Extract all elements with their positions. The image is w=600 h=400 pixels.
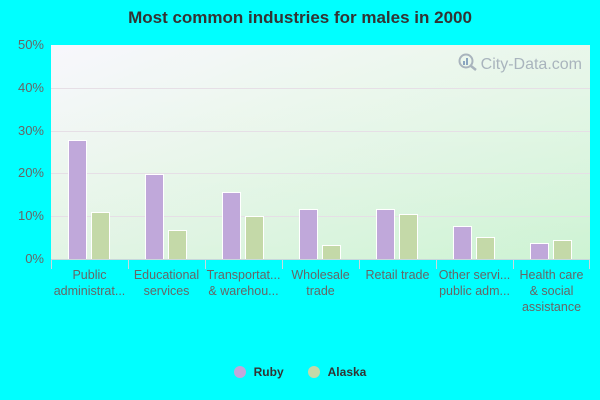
x-tick — [436, 259, 437, 269]
x-axis — [51, 259, 590, 260]
x-tick-label: Public administrat... — [51, 267, 128, 299]
x-tick-label: Wholesale trade — [282, 267, 359, 299]
legend-item-ruby[interactable]: Ruby — [233, 365, 284, 379]
bar-alaska[interactable] — [91, 211, 110, 259]
x-tick-label-line: Other servi... — [438, 268, 511, 282]
plot-background — [51, 45, 590, 259]
x-tick-label-line: administrat... — [53, 284, 126, 298]
y-tick-label: 20% — [17, 165, 44, 181]
legend-item-alaska[interactable]: Alaska — [307, 365, 367, 379]
y-tick-label: 40% — [17, 79, 44, 95]
bar-ruby[interactable] — [376, 208, 395, 259]
x-tick-label: Transportat... & warehou... — [205, 267, 282, 299]
y-tick-label: 30% — [17, 122, 44, 138]
x-tick — [359, 259, 360, 269]
x-tick-label-line: services — [143, 284, 190, 298]
legend-swatch-icon — [307, 366, 320, 378]
y-tick-label: 50% — [17, 37, 44, 52]
x-tick-label-line: & warehou... — [208, 284, 279, 298]
x-tick — [513, 259, 514, 269]
x-tick — [205, 259, 206, 269]
x-tick-label: Educational services — [128, 267, 205, 299]
watermark-text: City-Data.com — [480, 55, 582, 73]
legend-swatch-icon — [233, 366, 246, 378]
bar-alaska[interactable] — [553, 239, 572, 259]
x-tick — [589, 259, 590, 269]
x-tick-label-line: trade — [306, 284, 335, 298]
legend-label: Ruby — [253, 365, 284, 379]
x-tick-label: Other servi... public adm... — [436, 267, 513, 299]
y-tick-label: 0% — [25, 251, 44, 266]
x-tick-label-line: & social — [529, 284, 574, 298]
gridline — [51, 173, 590, 175]
plot-area: City-Data.com — [51, 45, 590, 259]
x-tick — [51, 259, 52, 269]
y-tick-label: 10% — [17, 208, 44, 224]
x-tick — [128, 259, 129, 269]
legend-label: Alaska — [327, 365, 367, 379]
x-tick-label-line: Educational — [133, 268, 200, 282]
bar-ruby[interactable] — [299, 208, 318, 259]
bar-ruby[interactable] — [453, 225, 472, 259]
x-tick-label-line: Public — [72, 268, 107, 282]
bar-ruby[interactable] — [222, 191, 241, 259]
chart-title: Most common industries for males in 2000 — [128, 8, 472, 27]
bar-ruby[interactable] — [530, 242, 549, 259]
bar-alaska[interactable] — [399, 213, 418, 259]
x-tick-label: Health care & social assistance — [513, 267, 590, 315]
x-tick-label-line: assistance — [521, 300, 582, 314]
bar-alaska[interactable] — [322, 244, 341, 259]
bar-alaska[interactable] — [476, 236, 495, 259]
gridline — [51, 216, 590, 218]
bar-alaska[interactable] — [168, 230, 187, 259]
bar-ruby[interactable] — [145, 174, 164, 259]
city-data-logo-icon — [458, 53, 478, 76]
x-tick-label-line: Health care — [519, 268, 584, 282]
gridline — [51, 130, 590, 132]
x-tick-label-line: Wholesale — [291, 268, 350, 282]
gridline — [51, 87, 590, 89]
watermark: City-Data.com — [458, 53, 582, 76]
x-tick — [282, 259, 283, 269]
bar-alaska[interactable] — [245, 215, 264, 259]
x-tick-label-line: public adm... — [439, 284, 510, 298]
x-tick-label-line: Retail trade — [365, 268, 430, 282]
legend: Ruby Alaska — [0, 365, 600, 379]
x-tick-label: Retail trade — [359, 267, 436, 283]
x-tick-label-line: Transportat... — [206, 268, 281, 282]
bar-ruby[interactable] — [68, 140, 87, 259]
